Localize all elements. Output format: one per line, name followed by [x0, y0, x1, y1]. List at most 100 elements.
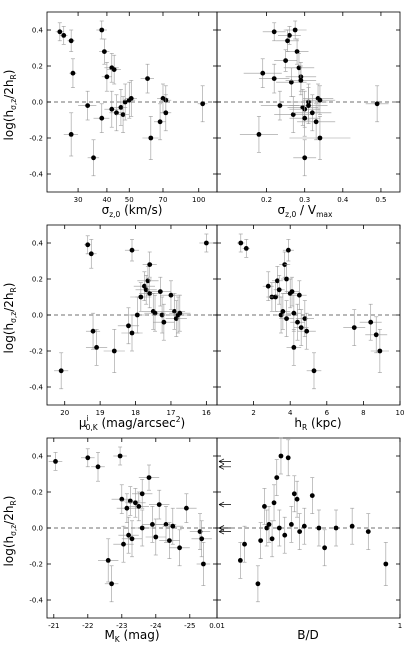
- data-point: [309, 493, 315, 498]
- panel-sigma-z0: -0.4 -0.2 0.0 0.2 0.4 30 40 50 70 100 log(hσ,z/2h…: [2, 11, 218, 219]
- data-point: [302, 115, 308, 121]
- upper-limit-arrow: [218, 458, 231, 465]
- y-tick-label: 0.2: [32, 276, 43, 284]
- data-point: [256, 132, 262, 137]
- data-point: [173, 316, 179, 321]
- x-axis-label: σz,0 (km/s): [102, 203, 163, 219]
- data-point: [70, 70, 76, 76]
- data-point: [111, 348, 117, 354]
- y-tick-label: -0.4: [29, 384, 43, 392]
- data-point: [237, 558, 243, 563]
- data-point: [88, 251, 94, 257]
- data-point: [105, 558, 111, 563]
- y-tick-label: 0.0: [32, 312, 43, 320]
- upper-limit-arrow: [218, 525, 231, 531]
- data-point: [282, 532, 288, 538]
- data-point: [177, 310, 183, 316]
- data-point: [276, 525, 282, 531]
- data-point: [271, 29, 277, 35]
- data-point: [285, 247, 291, 253]
- y-tick-label: -0.2: [29, 561, 43, 569]
- data-point: [177, 545, 183, 551]
- data-point: [199, 536, 205, 542]
- data-point: [129, 330, 135, 336]
- data-point: [94, 345, 99, 350]
- data-point: [277, 103, 283, 108]
- data-point: [309, 110, 315, 116]
- data-point: [266, 522, 272, 527]
- x-tick-label: 4: [288, 409, 293, 417]
- x-tick-label: 1: [398, 622, 402, 630]
- data-point: [53, 459, 58, 464]
- data-point: [126, 532, 131, 538]
- data-point: [317, 97, 323, 103]
- panel-bulge-to-disk: 0.01 1 B/D: [209, 437, 402, 642]
- data-point: [109, 106, 115, 112]
- data-point: [129, 247, 135, 253]
- data-point: [99, 27, 105, 33]
- data-point: [274, 278, 280, 284]
- x-tick-label: 30: [74, 196, 83, 204]
- data-point: [365, 529, 371, 534]
- data-point: [264, 525, 270, 531]
- data-point: [85, 242, 91, 248]
- data-point: [85, 103, 91, 108]
- data-point: [95, 464, 101, 470]
- data-point: [291, 345, 297, 350]
- data-point: [260, 70, 266, 76]
- data-point: [274, 475, 280, 480]
- data-point: [200, 101, 206, 107]
- data-point: [304, 328, 310, 334]
- data-point: [201, 561, 206, 567]
- data-point: [156, 502, 162, 507]
- x-tick-label: 10: [396, 409, 405, 417]
- data-point: [302, 316, 308, 321]
- y-tick-label: 0.2: [32, 63, 43, 71]
- data-point: [152, 310, 158, 316]
- x-tick-label: -25: [184, 622, 195, 630]
- data-point: [58, 368, 64, 374]
- data-point: [284, 316, 289, 321]
- data-point: [157, 289, 163, 294]
- data-point: [296, 292, 302, 298]
- data-point: [278, 453, 284, 459]
- data-point: [302, 155, 308, 161]
- data-point: [271, 500, 277, 506]
- data-point: [351, 325, 357, 330]
- x-tick-label: 2: [251, 409, 255, 417]
- data-point: [161, 319, 167, 325]
- data-point: [139, 525, 145, 531]
- data-point: [316, 525, 322, 531]
- data-point: [153, 534, 159, 540]
- x-tick-label: 100: [192, 196, 205, 204]
- data-point: [291, 310, 297, 316]
- data-point: [90, 328, 96, 334]
- data-point: [157, 119, 163, 125]
- data-point: [265, 283, 271, 289]
- data-point: [134, 312, 140, 318]
- x-axis-label: hR (kpc): [294, 416, 341, 432]
- y-tick-label: 0.4: [32, 453, 44, 461]
- data-point: [128, 96, 134, 101]
- data-point: [124, 505, 130, 511]
- data-point: [313, 119, 319, 125]
- data-point: [285, 38, 290, 44]
- data-point: [271, 76, 277, 81]
- y-tick-label: -0.4: [29, 171, 43, 179]
- data-point: [184, 505, 189, 511]
- data-point: [68, 132, 74, 137]
- data-point: [297, 529, 303, 534]
- data-point: [287, 33, 292, 38]
- data-point: [91, 155, 96, 161]
- data-point: [238, 240, 244, 246]
- x-tick-label: 18: [131, 409, 140, 417]
- data-point: [163, 522, 169, 527]
- y-tick-label: 0.0: [32, 525, 43, 533]
- x-tick-label: 16: [202, 409, 211, 417]
- data-point: [255, 581, 261, 587]
- data-point: [145, 278, 151, 284]
- data-point: [295, 319, 300, 325]
- data-point: [126, 323, 131, 329]
- data-point: [197, 529, 203, 534]
- y-tick-label: -0.2: [29, 135, 43, 143]
